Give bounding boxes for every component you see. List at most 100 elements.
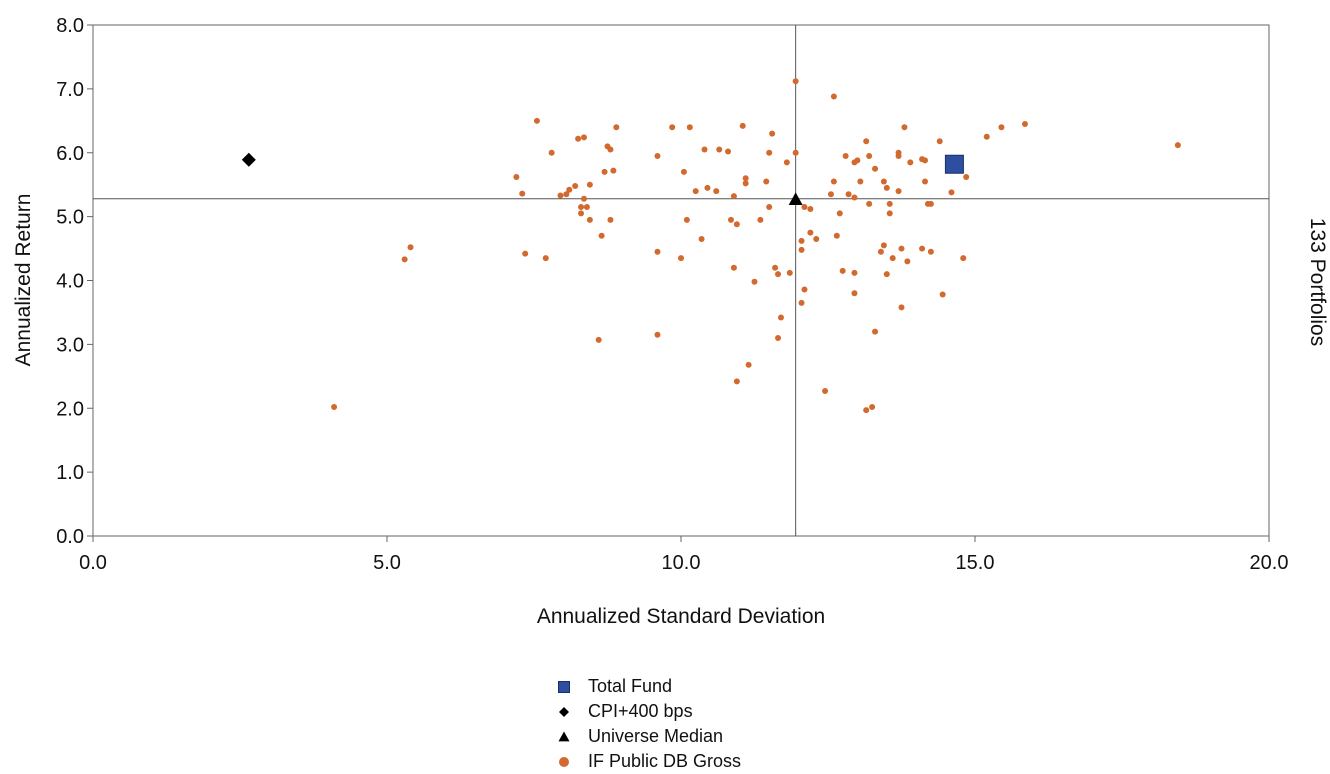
y-tick-label: 8.0 bbox=[56, 15, 84, 37]
if-public-db-gross-point bbox=[904, 258, 911, 265]
if-public-db-gross-point bbox=[798, 299, 805, 306]
legend-item: CPI+400 bps bbox=[556, 699, 741, 724]
plot-frame bbox=[92, 24, 1270, 537]
if-public-db-gross-point bbox=[742, 180, 749, 187]
if-public-db-gross-point bbox=[983, 133, 990, 140]
x-tick-label: 0.0 bbox=[79, 552, 107, 574]
if-public-db-gross-point bbox=[777, 314, 784, 321]
if-public-db-gross-point bbox=[901, 124, 908, 131]
if-public-db-gross-point bbox=[845, 191, 852, 198]
if-public-db-gross-point bbox=[886, 210, 893, 217]
if-public-db-gross-point bbox=[827, 191, 834, 198]
universe-median-point bbox=[788, 192, 803, 205]
portfolio-count-label: 133 Portfolios bbox=[1306, 218, 1329, 346]
if-public-db-gross-point bbox=[548, 149, 555, 156]
if-public-db-gross-point bbox=[775, 334, 782, 341]
if-public-db-gross-point bbox=[757, 216, 764, 223]
if-public-db-gross-point bbox=[575, 135, 582, 142]
if-public-db-gross-point bbox=[563, 191, 570, 198]
if-public-db-gross-point bbox=[857, 178, 864, 185]
if-public-db-gross-point bbox=[948, 189, 955, 196]
if-public-db-gross-point bbox=[851, 290, 858, 297]
if-public-db-gross-point bbox=[1021, 121, 1028, 128]
if-public-db-gross-point bbox=[598, 232, 605, 239]
if-public-db-gross-point bbox=[895, 149, 902, 156]
if-public-db-gross-point bbox=[807, 229, 814, 236]
if-public-db-gross-point bbox=[807, 205, 814, 212]
if-public-db-gross-point bbox=[919, 245, 926, 252]
legend-item: Total Fund bbox=[556, 674, 741, 699]
if-public-db-gross-point bbox=[907, 159, 914, 166]
legend-marker bbox=[558, 731, 570, 741]
y-axis-label: Annualized Return bbox=[12, 194, 35, 367]
if-public-db-gross-point bbox=[877, 248, 884, 255]
if-public-db-gross-point bbox=[533, 117, 540, 124]
if-public-db-gross-point bbox=[801, 204, 808, 211]
if-public-db-gross-point bbox=[851, 194, 858, 201]
legend-item: IF Public DB Gross bbox=[556, 749, 741, 774]
if-public-db-gross-point bbox=[866, 152, 873, 159]
if-public-db-gross-point bbox=[742, 175, 749, 182]
cpi-400-bps-point bbox=[241, 152, 256, 167]
if-public-db-gross-point bbox=[775, 271, 782, 278]
if-public-db-gross-point bbox=[578, 204, 585, 211]
risk-return-scatter-chart: 0.0 5.0 10.0 15.0 20.0 0.0 1.0 2.0 3.0 4.0 5.0 6.0… bbox=[12, 15, 1329, 628]
if-public-db-gross-point bbox=[863, 407, 870, 414]
if-public-db-gross-point bbox=[766, 204, 773, 211]
y-tick-label: 6.0 bbox=[56, 143, 84, 165]
if-public-db-gross-point bbox=[866, 200, 873, 207]
legend-marker bbox=[558, 680, 570, 693]
legend-circle-icon bbox=[559, 756, 569, 767]
if-public-db-gross-point bbox=[830, 93, 837, 100]
y-tick-label: 3.0 bbox=[56, 334, 84, 356]
if-public-db-gross-point bbox=[898, 245, 905, 252]
if-public-db-gross-point bbox=[792, 78, 799, 85]
if-public-db-gross-point bbox=[578, 210, 585, 217]
if-public-db-gross-point bbox=[730, 264, 737, 271]
if-public-db-gross-point bbox=[669, 124, 676, 131]
if-public-db-gross-point bbox=[898, 304, 905, 311]
y-tick-label: 2.0 bbox=[56, 398, 84, 420]
if-public-db-gross-point bbox=[854, 157, 861, 164]
if-public-db-gross-point bbox=[692, 188, 699, 195]
if-public-db-gross-point bbox=[733, 221, 740, 228]
if-public-db-gross-point bbox=[963, 174, 970, 181]
legend-square-icon bbox=[558, 680, 570, 693]
if-public-db-gross-point bbox=[872, 328, 879, 335]
if-public-db-gross-point bbox=[572, 182, 579, 189]
if-public-db-gross-point bbox=[798, 246, 805, 253]
if-public-db-gross-point bbox=[654, 331, 661, 338]
if-public-db-gross-point bbox=[922, 157, 929, 164]
if-public-db-gross-point bbox=[586, 181, 593, 188]
if-public-db-gross-point bbox=[927, 200, 934, 207]
legend-triangle-icon bbox=[558, 731, 570, 741]
if-public-db-gross-point bbox=[886, 200, 893, 207]
if-public-db-gross-point bbox=[557, 192, 564, 199]
if-public-db-gross-point bbox=[654, 152, 661, 159]
if-public-db-gross-point bbox=[939, 291, 946, 298]
if-public-db-gross-point bbox=[678, 255, 684, 262]
legend-label: Universe Median bbox=[588, 726, 724, 746]
if-public-db-gross-point bbox=[733, 378, 740, 385]
if-public-db-gross-point bbox=[863, 138, 870, 145]
if-public-db-gross-point bbox=[727, 216, 734, 223]
x-axis-ticks: 0.0 5.0 10.0 15.0 20.0 bbox=[79, 536, 1288, 574]
if-public-db-gross-point bbox=[1174, 142, 1181, 149]
data-points bbox=[241, 78, 1181, 414]
y-tick-label: 0.0 bbox=[56, 526, 84, 548]
if-public-db-gross-point bbox=[880, 242, 887, 249]
legend-marker bbox=[559, 706, 569, 717]
if-public-db-gross-point bbox=[880, 178, 887, 185]
total-fund-point bbox=[944, 154, 964, 174]
if-public-db-gross-point bbox=[701, 146, 708, 153]
if-public-db-gross-point bbox=[566, 186, 573, 193]
y-tick-label: 7.0 bbox=[56, 79, 84, 101]
if-public-db-gross-point bbox=[889, 255, 896, 262]
if-public-db-gross-point bbox=[407, 244, 414, 251]
if-public-db-gross-point bbox=[830, 178, 837, 185]
legend-marker bbox=[559, 756, 569, 767]
if-public-db-gross-point bbox=[833, 232, 840, 239]
if-public-db-gross-point bbox=[922, 178, 929, 185]
if-public-db-gross-point bbox=[772, 264, 779, 271]
if-public-db-gross-point bbox=[519, 190, 526, 197]
